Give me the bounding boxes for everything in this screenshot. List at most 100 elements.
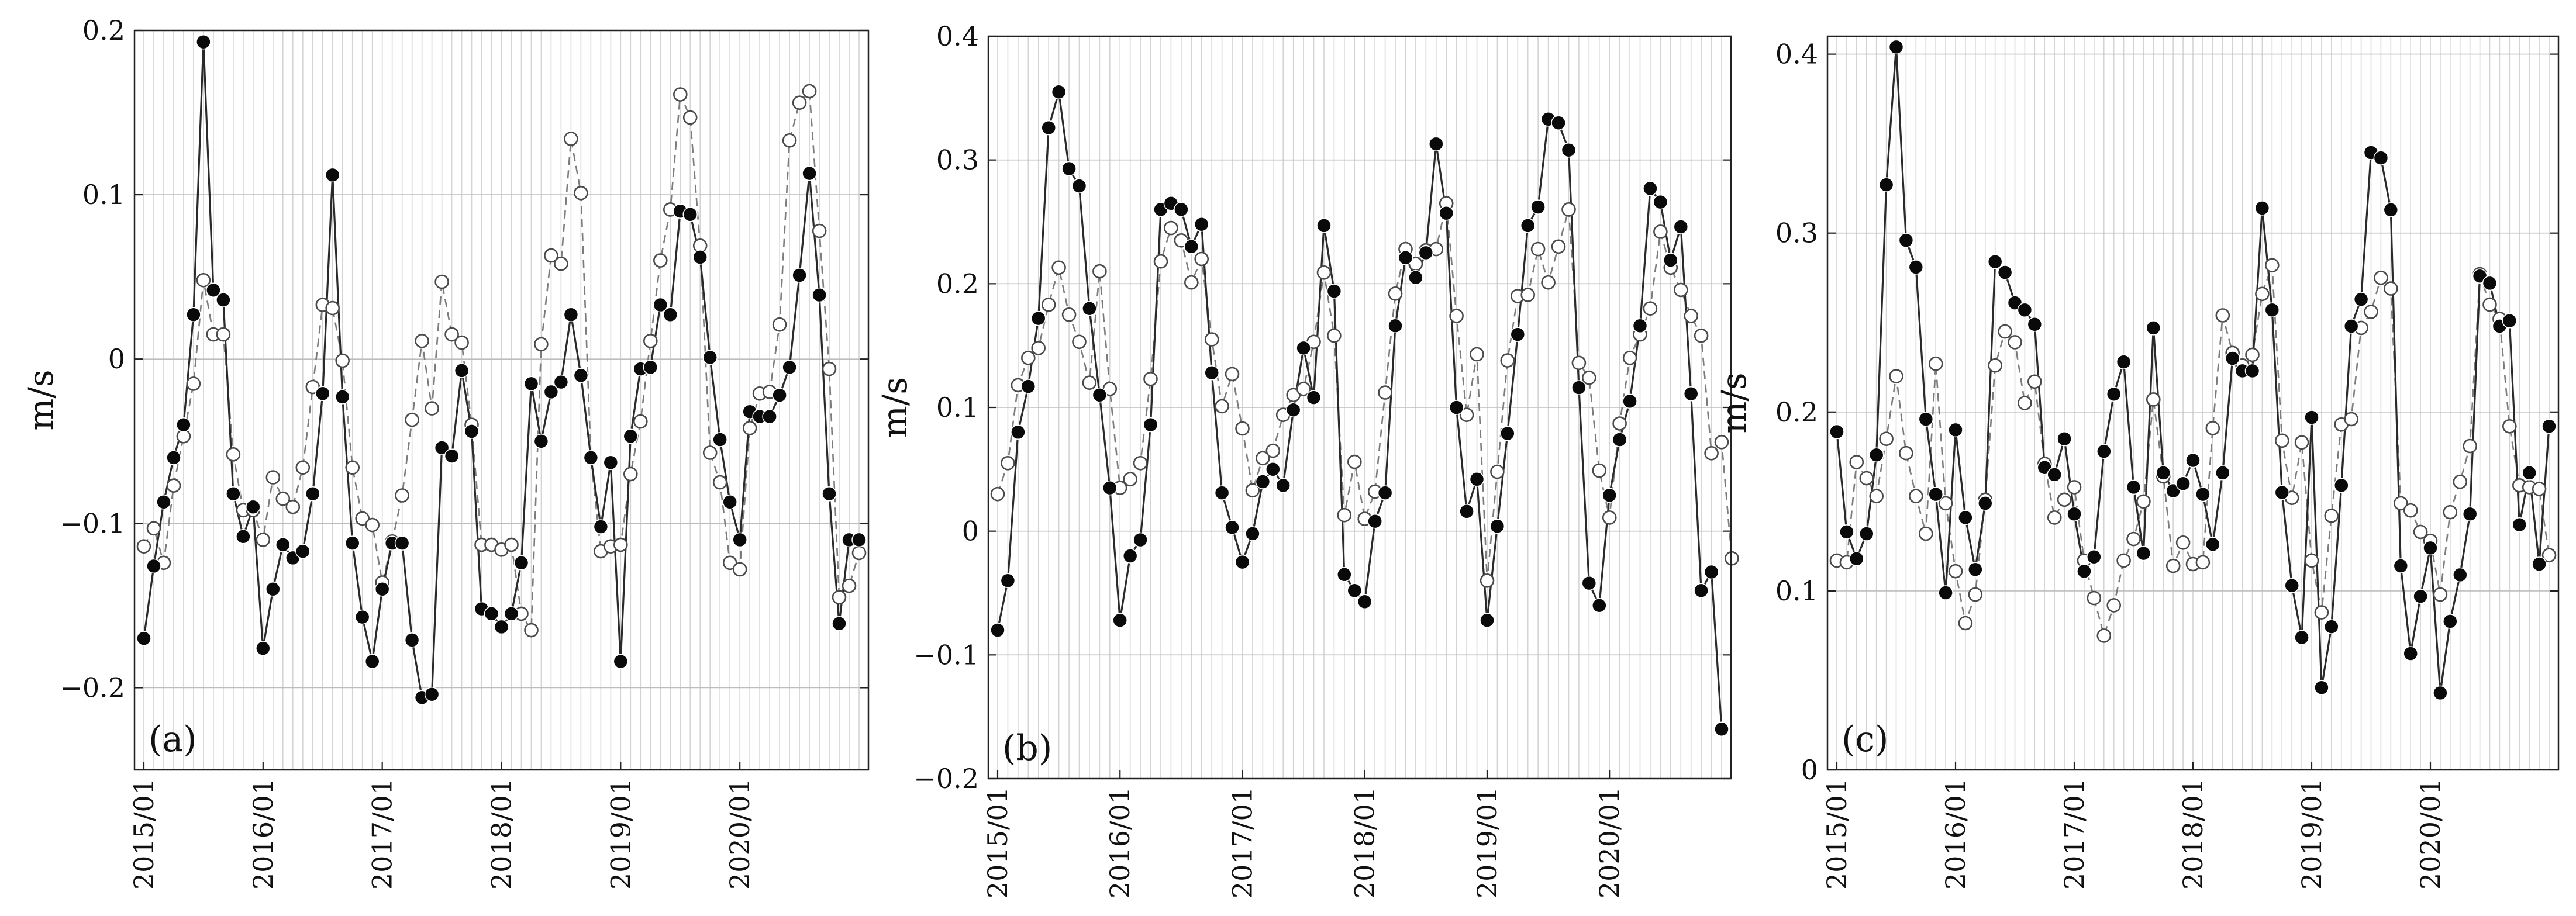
xtick-label-c-5: 2020/01 <box>2415 778 2446 890</box>
data-point-a-solid-filled-66 <box>792 268 807 283</box>
panel-a: −0.2 −0.1 0 0.1 0.2 2015/01 2016/01 2017/01 2018… <box>21 15 870 890</box>
data-point-c-dashed-open-44 <box>2264 258 2280 273</box>
data-point-b-dashed-open-32 <box>1316 265 1332 280</box>
data-point-b-solid-filled-2 <box>1011 424 1026 440</box>
data-point-a-solid-filled-30 <box>434 440 450 455</box>
data-point-b-dashed-open-1 <box>1001 455 1015 471</box>
data-point-c-solid-filled-17 <box>1997 265 2013 280</box>
data-point-c-solid-filled-4 <box>1868 447 1884 463</box>
data-point-c-solid-filled-26 <box>2087 549 2102 565</box>
data-point-b-dashed-open-49 <box>1490 464 1505 479</box>
data-point-a-dashed-open-43 <box>564 132 578 146</box>
data-point-c-solid-filled-31 <box>2136 545 2151 561</box>
series-line-b-solid-filled <box>996 91 1723 730</box>
data-point-a-solid-filled-48 <box>613 654 629 669</box>
data-point-b-solid-filled-62 <box>1622 393 1637 409</box>
data-point-b-solid-filled-43 <box>1429 136 1444 151</box>
panel-label-b: (b) <box>1002 728 1052 769</box>
data-point-b-solid-filled-13 <box>1122 548 1138 564</box>
data-point-c-dashed-open-34 <box>2165 558 2181 573</box>
data-point-a-solid-filled-72 <box>851 532 867 548</box>
data-point-b-dashed-open-24 <box>1235 421 1250 436</box>
data-point-b-dashed-open-39 <box>1388 286 1403 301</box>
data-point-b-dashed-open-27 <box>1265 443 1281 458</box>
data-point-b-dashed-open-46 <box>1459 407 1474 423</box>
data-point-b-dashed-open-47 <box>1470 347 1484 362</box>
data-point-b-solid-filled-37 <box>1367 513 1382 529</box>
data-point-b-dashed-open-5 <box>1041 297 1056 312</box>
data-point-b-solid-filled-66 <box>1663 253 1678 268</box>
data-point-b-solid-filled-3 <box>1020 379 1036 394</box>
data-point-b-solid-filled-39 <box>1388 318 1403 334</box>
data-point-b-solid-filled-32 <box>1316 218 1332 233</box>
data-point-b-solid-filled-35 <box>1347 583 1363 599</box>
data-point-b-solid-filled-26 <box>1255 474 1271 489</box>
xtick-label-b-0: 2015/01 <box>982 787 1013 898</box>
data-point-a-dashed-open-14 <box>275 491 291 506</box>
ytick-label-b-5: 0.3 <box>936 144 979 176</box>
xtick-label-c-1: 2016/01 <box>1940 778 1971 890</box>
data-point-b-dashed-open-52 <box>1520 288 1536 302</box>
series-points-a-solid-filled <box>136 34 867 706</box>
data-point-b-dashed-open-6 <box>1051 260 1066 275</box>
data-point-c-solid-filled-72 <box>2541 419 2557 434</box>
data-point-b-dashed-open-45 <box>1449 309 1464 323</box>
data-point-a-solid-filled-12 <box>256 641 271 656</box>
data-point-c-solid-filled-60 <box>2423 540 2438 556</box>
data-point-c-dashed-open-35 <box>2175 535 2191 550</box>
data-point-c-dashed-open-42 <box>2245 347 2260 362</box>
data-point-b-solid-filled-67 <box>1673 219 1689 234</box>
xtick-label-b-1: 2016/01 <box>1104 787 1136 898</box>
xtick-label-a-4: 2019/01 <box>605 778 636 890</box>
data-point-b-dashed-open-38 <box>1378 385 1392 400</box>
data-point-c-dashed-open-31 <box>2136 494 2151 509</box>
data-point-c-solid-filled-3 <box>1859 526 1874 541</box>
data-point-c-solid-filled-51 <box>2334 478 2349 493</box>
data-point-b-solid-filled-12 <box>1112 613 1127 628</box>
ytick-label-b-6: 0.4 <box>936 20 979 52</box>
data-point-a-solid-filled-58 <box>712 432 727 447</box>
data-point-a-solid-filled-19 <box>325 167 340 183</box>
data-point-c-dashed-open-48 <box>2304 553 2319 568</box>
data-point-c-dashed-open-38 <box>2205 421 2220 435</box>
xtick-label-a-5: 2020/01 <box>724 778 756 890</box>
ytick-label-b-2: 0 <box>962 516 979 547</box>
data-point-c-solid-filled-56 <box>2383 202 2399 217</box>
data-point-c-solid-filled-39 <box>2215 465 2230 481</box>
data-point-c-solid-filled-43 <box>2254 201 2270 216</box>
data-point-b-dashed-open-48 <box>1480 573 1495 588</box>
data-point-c-solid-filled-58 <box>2403 646 2418 661</box>
data-point-a-solid-filled-63 <box>762 409 777 424</box>
ytick-label-a-1: −0.1 <box>60 507 125 539</box>
data-point-b-solid-filled-50 <box>1500 426 1515 441</box>
data-point-c-dashed-open-63 <box>2453 474 2468 489</box>
data-point-b-dashed-open-59 <box>1592 463 1607 478</box>
data-point-c-dashed-open-10 <box>1928 356 1943 371</box>
vertical-gridlines-a <box>143 30 860 770</box>
data-point-c-solid-filled-9 <box>1918 412 1934 427</box>
data-point-b-dashed-open-33 <box>1327 328 1342 343</box>
data-point-c-dashed-open-23 <box>2057 492 2072 507</box>
ytick-label-c-1: 0.1 <box>1775 575 1818 607</box>
data-point-a-solid-filled-53 <box>663 307 678 323</box>
data-point-b-dashed-open-8 <box>1072 334 1087 350</box>
panel-c: 0 0.1 0.2 0.3 0.4 2015/01 2016/01 2017/01 2018/0… <box>1714 35 2560 890</box>
data-point-c-solid-filled-33 <box>2156 465 2171 481</box>
data-point-a-dashed-open-66 <box>792 95 807 110</box>
data-point-a-solid-filled-57 <box>702 350 718 365</box>
data-point-c-dashed-open-17 <box>1998 324 2012 339</box>
data-point-b-dashed-open-16 <box>1153 254 1168 269</box>
data-point-c-solid-filled-32 <box>2146 320 2161 336</box>
data-point-b-solid-filled-6 <box>1051 84 1067 100</box>
data-point-b-solid-filled-63 <box>1632 318 1648 334</box>
data-point-a-dashed-open-9 <box>226 447 241 462</box>
data-point-b-dashed-open-19 <box>1184 275 1199 290</box>
data-point-a-solid-filled-21 <box>344 535 360 551</box>
data-point-a-solid-filled-35 <box>484 606 499 621</box>
panel-b: −0.2 −0.1 0 0.1 0.2 0.3 0.4 2015/01 2016/01 2017/… <box>875 20 1739 898</box>
data-point-b-dashed-open-68 <box>1684 309 1698 323</box>
data-point-a-dashed-open-13 <box>265 470 281 485</box>
data-point-c-solid-filled-6 <box>1888 39 1904 55</box>
xtick-label-c-0: 2015/01 <box>1821 778 1853 890</box>
